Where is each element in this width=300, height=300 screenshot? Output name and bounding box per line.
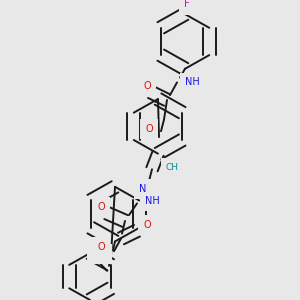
Text: N: N — [139, 184, 147, 194]
Text: NH: NH — [92, 249, 107, 259]
Text: O: O — [143, 220, 151, 230]
Text: NH: NH — [185, 77, 200, 87]
Text: F: F — [184, 0, 190, 9]
Text: O: O — [97, 202, 105, 212]
Text: NH: NH — [145, 196, 160, 206]
Text: O: O — [145, 124, 153, 134]
Text: CH: CH — [166, 163, 179, 172]
Text: O: O — [97, 242, 105, 252]
Text: O: O — [143, 81, 151, 91]
